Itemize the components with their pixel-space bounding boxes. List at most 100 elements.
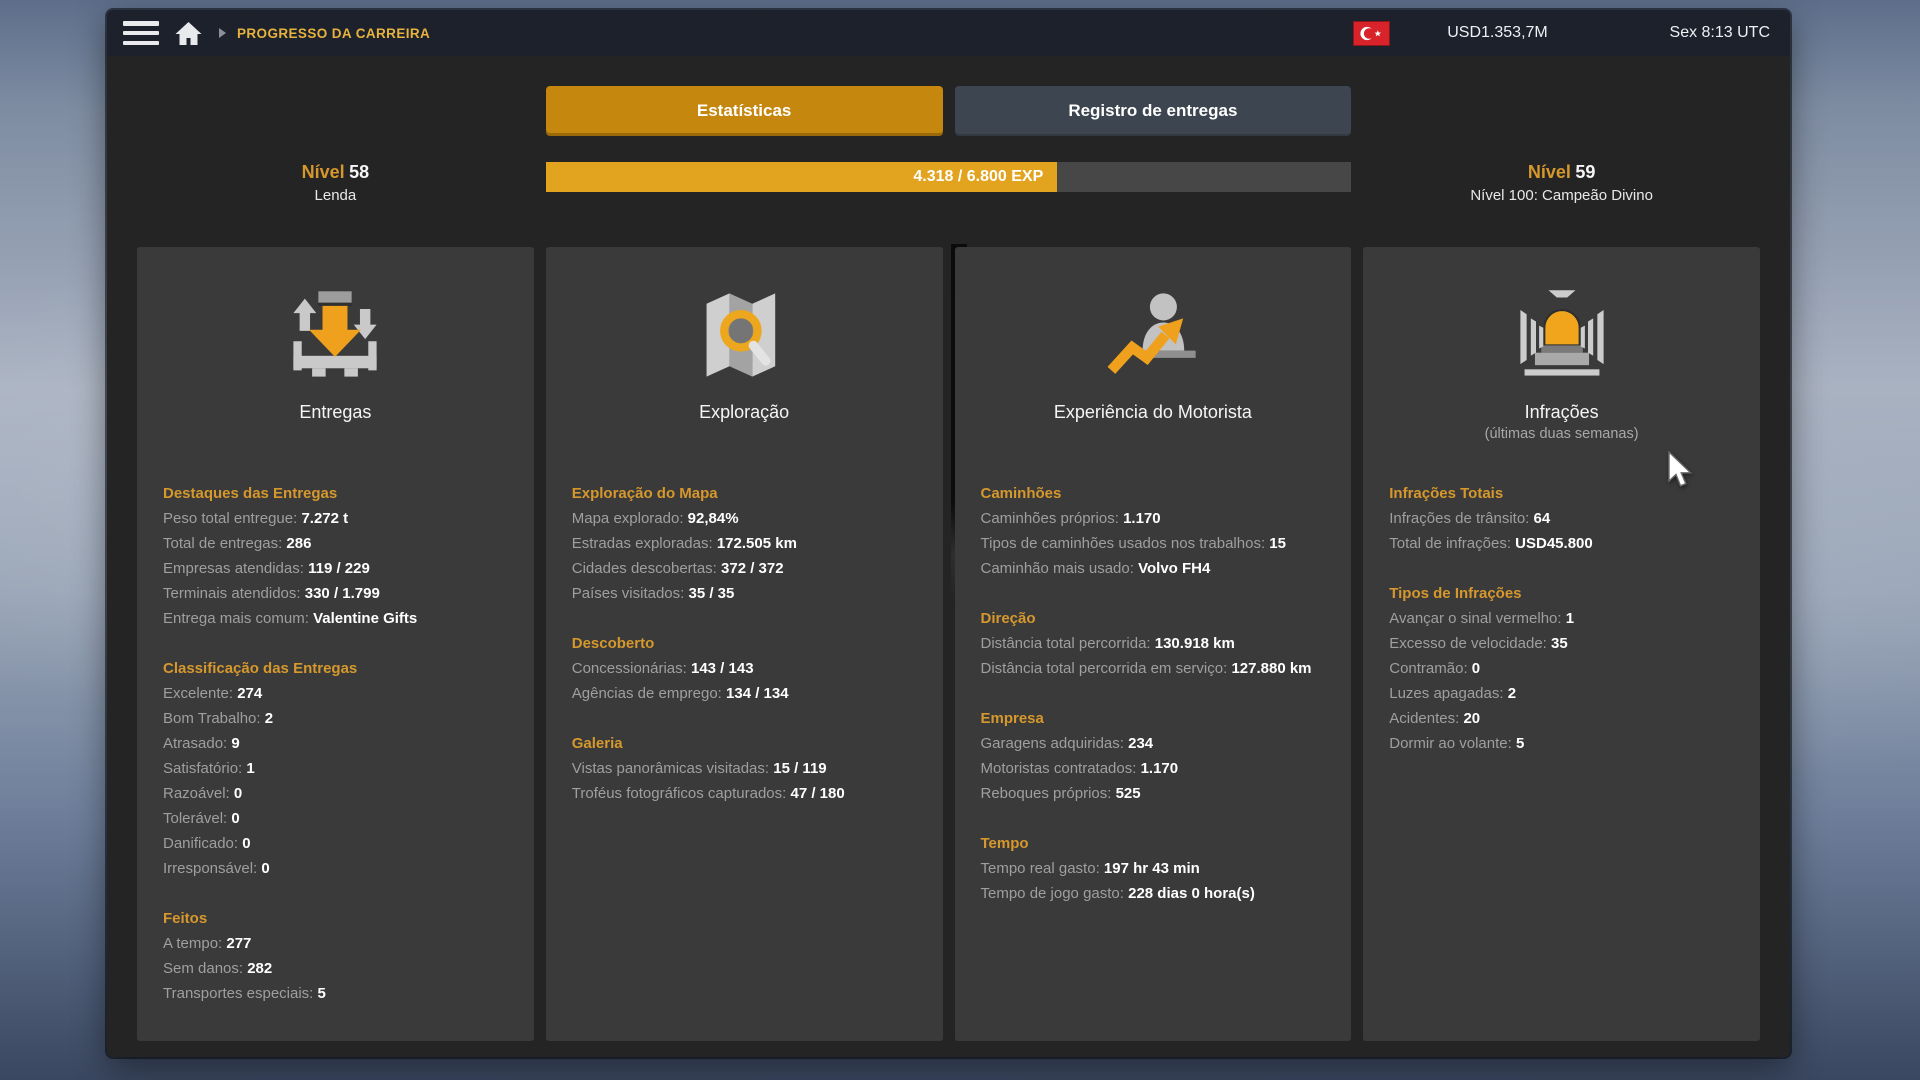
- stat-row: Distância total percorrida em serviço: 1…: [981, 656, 1326, 681]
- card-section: Galeria Vistas panorâmicas visitadas: 15 …: [572, 731, 917, 806]
- stat-row: Tempo de jogo gasto: 228 dias 0 hora(s): [981, 881, 1326, 906]
- stat-row: Danificado: 0: [163, 831, 508, 856]
- card-section: Caminhões Caminhões próprios: 1.170 Tipos …: [981, 481, 1326, 581]
- stat-row: Troféus fotográficos capturados: 47 / 18…: [572, 781, 917, 806]
- stat-value: 1: [246, 760, 255, 777]
- stat-label: Terminais atendidos:: [163, 585, 301, 602]
- stat-row: Avançar o sinal vermelho: 1: [1389, 606, 1734, 631]
- stat-label: Luzes apagadas:: [1389, 685, 1504, 702]
- stat-label: Satisfatório:: [163, 760, 243, 777]
- stat-value: 15 / 119: [773, 760, 827, 777]
- level-label: Nível: [301, 162, 345, 182]
- stat-value: 5: [1515, 735, 1525, 752]
- cards-grid: Entregas Destaques das Entregas Peso tota…: [137, 247, 1760, 1041]
- stat-label: Estradas exploradas:: [571, 535, 713, 552]
- card-title: Entregas: [299, 402, 372, 422]
- tab-estatisticas[interactable]: Estatísticas: [545, 86, 943, 136]
- next-level-line: Nível 59: [1363, 162, 1760, 184]
- card-section: Exploração do Mapa Mapa explorado: 92,84%…: [572, 481, 917, 606]
- stat-value: 172.505 km: [716, 535, 797, 552]
- stat-row: Tempo real gasto: 197 hr 43 min: [981, 856, 1326, 881]
- stat-value: 372 / 372: [721, 560, 784, 577]
- breadcrumb: PROGRESSO DA CARREIRA: [237, 25, 431, 41]
- stat-label: Dormir ao volante:: [1389, 735, 1512, 752]
- stat-value: 277: [226, 935, 252, 952]
- stat-label: Distância total percorrida em serviço:: [980, 660, 1228, 677]
- stat-value: Volvo FH4: [1138, 560, 1211, 577]
- stat-row: Estradas exploradas: 172.505 km: [572, 531, 917, 556]
- breadcrumb-chevron-icon: [218, 27, 227, 39]
- card-sections: Exploração do Mapa Mapa explorado: 92,84%…: [546, 481, 943, 806]
- game-time: Sex 8:13 UTC: [1669, 24, 1770, 41]
- stat-label: Total de infrações:: [1389, 535, 1511, 552]
- current-level: Nível 58 Lenda: [137, 162, 534, 206]
- stat-label: Bom Trabalho:: [163, 710, 261, 727]
- stat-card: Infrações (últimas duas semanas) Infraçõ…: [1363, 247, 1760, 1041]
- stat-row: Satisfatório: 1: [163, 756, 508, 781]
- stat-row: Irresponsável: 0: [163, 856, 508, 881]
- stat-row: Agências de emprego: 134 / 134: [572, 681, 917, 706]
- stat-label: Tipos de caminhões usados nos trabalhos:: [980, 535, 1266, 552]
- current-level-line: Nível 58: [137, 162, 534, 184]
- section-header: Classificação das Entregas: [163, 660, 358, 677]
- card-title: Exploração: [699, 402, 790, 422]
- stat-value: 2: [264, 710, 274, 727]
- stat-row: Vistas panorâmicas visitadas: 15 / 119: [572, 756, 917, 781]
- stat-row: Sem danos: 282: [163, 956, 508, 981]
- hamburger-menu-icon[interactable]: [123, 21, 159, 45]
- stat-value: 0: [231, 810, 240, 827]
- stat-row: Tolerável: 0: [163, 806, 508, 831]
- section-header: Descoberto: [571, 635, 655, 652]
- stat-row: Reboques próprios: 525: [981, 781, 1326, 806]
- exp-progress-bar: 4.318 / 6.800 EXP: [545, 162, 1352, 192]
- card-sections: Destaques das Entregas Peso total entregu…: [137, 481, 534, 1006]
- card-head: Experiência do Motorista: [955, 247, 1352, 481]
- stat-label: Excelente:: [163, 685, 234, 702]
- stat-label: Tempo de jogo gasto:: [980, 885, 1124, 902]
- stat-label: Mapa explorado:: [571, 510, 684, 527]
- card-sections: Infrações Totais Infrações de trânsito: 6…: [1363, 481, 1760, 756]
- driver-experience-icon: [955, 281, 1352, 389]
- stat-value: 525: [1115, 785, 1141, 802]
- card-section: Descoberto Concessionárias: 143 / 143 Agên…: [572, 631, 917, 706]
- stat-row: Cidades descobertas: 372 / 372: [572, 556, 917, 581]
- stat-row: Mapa explorado: 92,84%: [572, 506, 917, 531]
- stat-label: Peso total entregue:: [163, 510, 298, 527]
- stat-label: Garagens adquiridas:: [980, 735, 1124, 752]
- tab-registro-de-entregas[interactable]: Registro de entregas: [954, 86, 1352, 136]
- stat-value: 282: [247, 960, 273, 977]
- level-number: 58: [349, 162, 370, 182]
- stat-value: 228 dias 0 hora(s): [1128, 885, 1255, 902]
- stat-value: 9: [231, 735, 240, 752]
- stat-row: Distância total percorrida: 130.918 km: [981, 631, 1326, 656]
- stat-value: 134 / 134: [726, 685, 789, 702]
- section-header: Empresa: [980, 710, 1044, 727]
- section-header: Galeria: [571, 735, 623, 752]
- stat-row: Bom Trabalho: 2: [163, 706, 508, 731]
- stat-value: 119 / 229: [308, 560, 370, 577]
- stat-label: Excesso de velocidade:: [1389, 635, 1547, 652]
- stat-value: 15: [1269, 535, 1286, 552]
- stat-label: Transportes especiais:: [163, 985, 314, 1002]
- stat-label: Empresas atendidas:: [163, 560, 304, 577]
- card-sections: Caminhões Caminhões próprios: 1.170 Tipos …: [955, 481, 1352, 906]
- stat-row: Concessionárias: 143 / 143: [572, 656, 917, 681]
- card-section: Empresa Garagens adquiridas: 234 Motorista…: [981, 706, 1326, 806]
- stat-row: Países visitados: 35 / 35: [572, 581, 917, 606]
- stat-value: 47 / 180: [790, 785, 845, 802]
- stat-label: Concessionárias:: [571, 660, 687, 677]
- stat-value: 0: [242, 835, 251, 852]
- stat-label: Tempo real gasto:: [980, 860, 1100, 877]
- card-head: Exploração: [546, 247, 943, 481]
- stat-label: Distância total percorrida:: [980, 635, 1151, 652]
- stat-value: 234: [1128, 735, 1154, 752]
- level-progress-row: Nível 58 Lenda 4.318 / 6.800 EXP Nível 5…: [137, 162, 1760, 206]
- card-section: Direção Distância total percorrida: 130.9…: [981, 606, 1326, 681]
- stat-label: Tolerável:: [163, 810, 228, 827]
- home-icon[interactable]: [175, 21, 202, 46]
- stat-value: 1.170: [1123, 510, 1161, 527]
- stat-value: 130.918 km: [1154, 635, 1235, 652]
- stat-label: Reboques próprios:: [980, 785, 1112, 802]
- section-header: Tipos de Infrações: [1389, 585, 1522, 602]
- stat-value: 7.272 t: [301, 510, 349, 527]
